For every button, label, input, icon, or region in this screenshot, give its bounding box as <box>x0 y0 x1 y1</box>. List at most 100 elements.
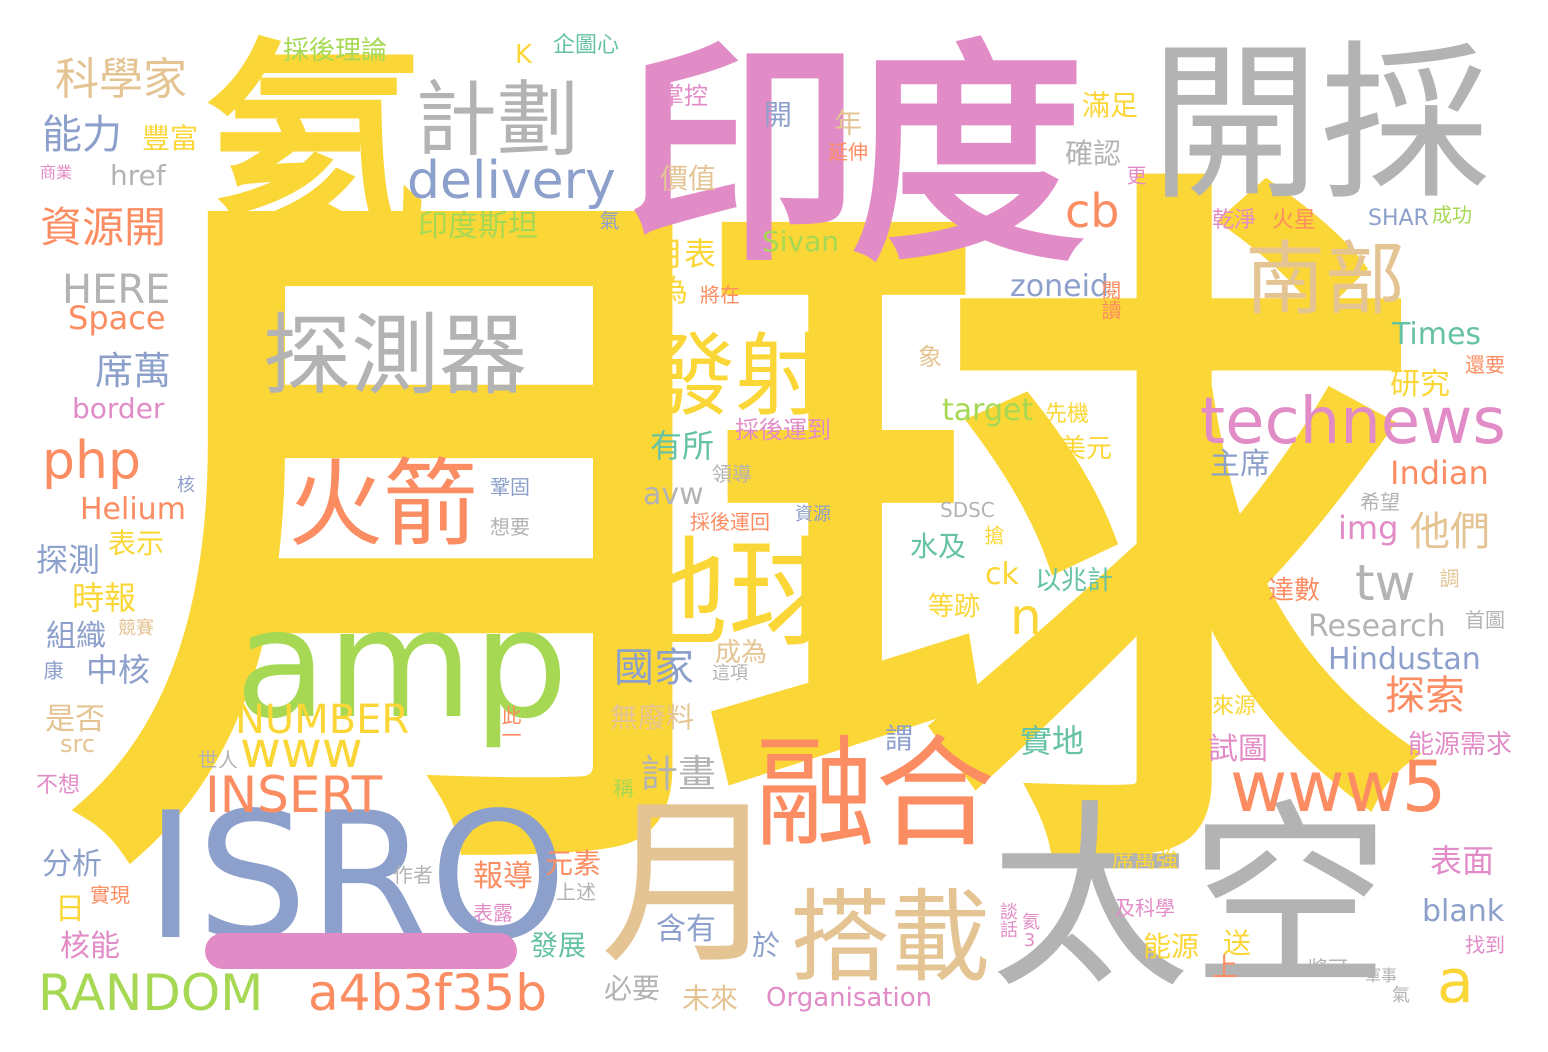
word-alt: alt <box>1018 307 1057 342</box>
word-yin-du-si-tan: 印度斯坦 <box>418 209 538 244</box>
word-man-zu: 滿足 <box>1082 89 1139 122</box>
word-rong-he: 融合 <box>755 725 995 864</box>
word-geng: 更 <box>1123 165 1147 185</box>
word-zuo-zhe: 作者 <box>393 863 433 887</box>
word-huo-xing: 火星 <box>1272 208 1317 233</box>
word-que-ren: 確認 <box>1065 137 1122 170</box>
word-zhang-kong: 掌控 <box>660 82 708 110</box>
word-wei: 謂 <box>885 722 914 755</box>
word-fa-zhan: 發展 <box>530 929 587 962</box>
word-biao-lu: 表露 <box>473 901 513 925</box>
word-gong-gu: 鞏固 <box>490 475 530 499</box>
word-target: target <box>942 393 1034 428</box>
word-yi-zhao-ji: 以兆計 <box>1035 566 1114 596</box>
word-zhao-dao: 找到 <box>1465 933 1505 957</box>
word-tw: tw <box>1355 554 1416 612</box>
word-di-wei: 地位 <box>583 816 623 840</box>
word-cheng-wei: 成為 <box>715 638 768 668</box>
word-he-neng: 核能 <box>60 929 120 964</box>
word-tai-kong: 太空 <box>990 783 1391 1016</box>
word-yan-jiu: 研究 <box>1390 367 1450 402</box>
word-delivery: delivery <box>407 151 616 211</box>
word-amp: amp <box>235 578 569 752</box>
word-ji-hua: 計劃 <box>415 73 580 168</box>
word-k: K <box>515 40 533 70</box>
word-yan-shen: 延伸 <box>828 140 868 164</box>
word-kai-cai: 開採 <box>1150 26 1491 224</box>
word-sivan: Sivan <box>762 225 840 258</box>
word-href: href <box>110 159 166 192</box>
word-zhong-he: 中核 <box>86 651 151 689</box>
word-tan-ce-qi: 探測器 <box>263 304 528 407</box>
word-guo-jia: 國家 <box>614 645 694 691</box>
word-border: border <box>72 392 165 425</box>
word-bi-yao: 必要 <box>604 972 661 1005</box>
word-src: src <box>60 730 96 758</box>
word-hai: 氦 <box>205 20 426 276</box>
word-helium: Helium <box>80 492 186 527</box>
word-ci-yi: 此一 <box>498 705 522 745</box>
word-fen-xi: 分析 <box>42 847 102 882</box>
word-shi-bao: 時報 <box>72 579 137 617</box>
word-jun-shi: 軍事 <box>1365 966 1398 985</box>
word-tan-hua: 談話 <box>997 902 1018 938</box>
word-shi-tu: 試圖 <box>1208 732 1268 767</box>
word-zhu-xi: 主席 <box>1210 447 1270 482</box>
word-qiang: 搶 <box>981 525 1005 545</box>
word-times: Times <box>1392 317 1482 352</box>
word-here: HERE <box>62 267 171 313</box>
word-bu-xiang: 不想 <box>36 773 81 798</box>
word-lai-yuan: 來源 <box>1212 694 1257 719</box>
word-img: img <box>1338 509 1399 547</box>
word-hai-3: 氦3 <box>1019 912 1040 951</box>
word-qi-tu-xin: 企圖心 <box>553 33 620 58</box>
word-han-you: 含有 <box>656 912 716 947</box>
word-yue-qiu: 月球 <box>70 121 1420 959</box>
word-kai: 開 <box>760 100 793 128</box>
word-nian: 年 <box>830 108 863 136</box>
word-neng-li: 能力 <box>42 112 122 158</box>
word-ck: ck <box>985 557 1019 592</box>
word-nan-bu: 南部 <box>1245 233 1405 326</box>
word-fa-she: 發射 <box>645 324 825 429</box>
word-tan-ce: 探測 <box>36 541 101 579</box>
word-deng-ji: 等跡 <box>928 592 981 622</box>
word-shi-fou: 是否 <box>45 702 105 737</box>
word-cai-hou-li-lun: 採後理論 <box>283 36 388 66</box>
word-xian-ji: 先機 <box>1045 402 1090 427</box>
word-shang-shu: 上述 <box>556 880 596 904</box>
word-technews: technews <box>1200 385 1506 459</box>
word-diao: 調 <box>1436 568 1460 588</box>
word-da-zai: 搭載 <box>790 879 990 996</box>
word-space: Space <box>68 299 166 337</box>
word-ji-hua2: 計畫 <box>640 752 717 796</box>
word-blank: blank <box>1422 894 1505 929</box>
word-di-qiu: 地球 <box>610 525 847 663</box>
word-yu: 於 <box>752 929 781 962</box>
word-tan-suo: 探索 <box>1385 673 1465 719</box>
word-bao-dao: 報導 <box>473 859 533 894</box>
word-xiang: 象 <box>918 343 942 371</box>
word-shui-ji: 水及 <box>910 530 967 563</box>
word-ling-dao: 領導 <box>712 462 752 486</box>
word-yue-biao: 月表 <box>652 235 717 273</box>
word-kang: 康 <box>40 660 64 680</box>
word-indian: Indian <box>1390 454 1489 492</box>
word-sdsc: SDSC <box>940 498 995 522</box>
word-shi-xian: 實現 <box>90 883 130 907</box>
word-song: 送 <box>1223 927 1252 960</box>
word-zi-yuan-kai: 資源開 <box>40 203 167 252</box>
word-jin-cheng: 進程 <box>470 828 523 858</box>
word-organisation: Organisation <box>766 983 933 1013</box>
word-hai-yao: 還要 <box>1465 353 1505 377</box>
word-avw: avw <box>643 477 704 512</box>
word-cb: cb <box>1065 184 1120 238</box>
word-ri: 日 <box>55 892 85 927</box>
word-shang: 上 <box>1212 953 1239 983</box>
word-www5: www5 <box>1230 746 1447 828</box>
word-qi2: 氣 <box>1389 985 1410 1003</box>
word-ke-xue-jia: 科學家 <box>55 54 187 105</box>
word-xi-wan: 席萬 <box>95 349 172 393</box>
word-shou-tu: 首圖 <box>1465 608 1505 632</box>
word-jing-sai: 競賽 <box>118 618 154 639</box>
